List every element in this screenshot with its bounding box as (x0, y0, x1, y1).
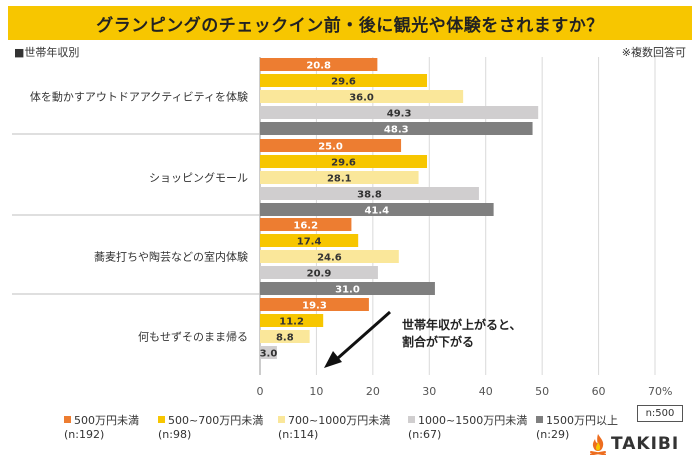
legend-series-name: 500~700万円未満 (168, 414, 264, 427)
legend-swatch (408, 416, 415, 423)
x-tick-label: 70 (648, 385, 662, 398)
legend-series-name: 1000~1500万円未満 (418, 414, 528, 427)
category-label: 何もせずそのまま帰る (138, 331, 248, 344)
legend-swatch (536, 416, 543, 423)
data-label: 29.6 (331, 158, 356, 169)
bar (260, 90, 464, 103)
legend-sample-size: (n:192) (64, 428, 105, 441)
logo: TAKIBI (588, 432, 679, 456)
bar (260, 234, 359, 247)
data-label: 11.2 (279, 317, 304, 328)
bar (260, 203, 494, 216)
data-label: 28.1 (327, 174, 352, 185)
x-tick-label: 0 (257, 385, 264, 398)
legend-item: 500~700万円未満 (n:98) (158, 414, 263, 442)
bar (260, 122, 533, 135)
bar (260, 218, 352, 231)
annotation-line-2: 割合が下がる (402, 335, 475, 349)
x-tick-label: 50 (535, 385, 549, 398)
data-label: 31.0 (335, 285, 360, 296)
bar (260, 330, 310, 343)
data-label: 17.4 (297, 237, 322, 248)
chart-note: ※複数回答可 (621, 46, 686, 59)
bar (260, 314, 324, 327)
chart-subtitle: ■世帯年収別 (14, 46, 80, 59)
bar (260, 139, 402, 152)
legend-sample-size: (n:98) (158, 428, 192, 441)
legend-item: 1500万円以上 (n:29) (536, 414, 618, 442)
data-label: 36.0 (349, 93, 374, 104)
bar (260, 282, 435, 295)
legend-swatch (278, 416, 285, 423)
data-label: 20.8 (306, 61, 331, 72)
bar (260, 187, 479, 200)
annotation-text: 世帯年収が上がると、 割合が下がる (402, 317, 522, 351)
legend-item: 1000~1500万円未満 (n:67) (408, 414, 527, 442)
legend-item: 500万円未満 (n:192) (64, 414, 139, 442)
data-label: 20.9 (307, 269, 332, 280)
legend-item: 700~1000万円未満 (n:114) (278, 414, 390, 442)
x-unit-label: % (662, 385, 672, 398)
campfire-icon (590, 434, 606, 455)
data-label: 16.2 (293, 221, 318, 232)
legend-sample-size: (n:29) (536, 428, 570, 441)
category-label: ショッピングモール (149, 171, 248, 185)
x-tick-label: 60 (592, 385, 606, 398)
bar (260, 250, 399, 263)
x-tick-label: 40 (479, 385, 493, 398)
legend-sample-size: (n:114) (278, 428, 319, 441)
data-label: 3.0 (260, 349, 278, 360)
data-label: 24.6 (317, 253, 342, 264)
bar (260, 298, 369, 311)
bar (260, 106, 539, 119)
bar (260, 266, 378, 279)
data-label: 41.4 (364, 206, 389, 217)
data-label: 25.0 (318, 142, 343, 153)
data-label: 48.3 (384, 125, 409, 136)
bar (260, 155, 428, 168)
legend-sample-size: (n:67) (408, 428, 442, 441)
x-tick-label: 10 (309, 385, 323, 398)
bar (260, 171, 419, 184)
legend-series-name: 1500万円以上 (546, 414, 618, 427)
x-tick-label: 30 (422, 385, 436, 398)
category-label: 蕎麦打ちや陶芸などの室内体験 (94, 250, 248, 264)
chart-title: グランピングのチェックイン前・後に観光や体験をされますか？ (8, 6, 692, 40)
data-label: 38.8 (357, 190, 382, 201)
data-label: 8.8 (276, 333, 294, 344)
legend-swatch (158, 416, 165, 423)
annotation-arrow-head (324, 351, 342, 368)
legend-swatch (64, 416, 71, 423)
bar (260, 346, 277, 359)
legend-series-name: 500万円未満 (74, 414, 139, 427)
logo-text: TAKIBI (611, 434, 680, 454)
x-tick-label: 20 (366, 385, 380, 398)
total-n-box: n:500 (637, 405, 683, 422)
bar (260, 74, 428, 87)
bar (260, 58, 378, 71)
legend-series-name: 700~1000万円未満 (288, 414, 391, 427)
data-label: 29.6 (331, 77, 356, 88)
category-label: 体を動かすアウトドアアクティビティを体験 (30, 90, 248, 104)
annotation-line-1: 世帯年収が上がると、 (402, 318, 522, 332)
data-label: 19.3 (302, 301, 327, 312)
data-label: 49.3 (387, 109, 412, 120)
annotation-arrow-line (337, 310, 391, 360)
